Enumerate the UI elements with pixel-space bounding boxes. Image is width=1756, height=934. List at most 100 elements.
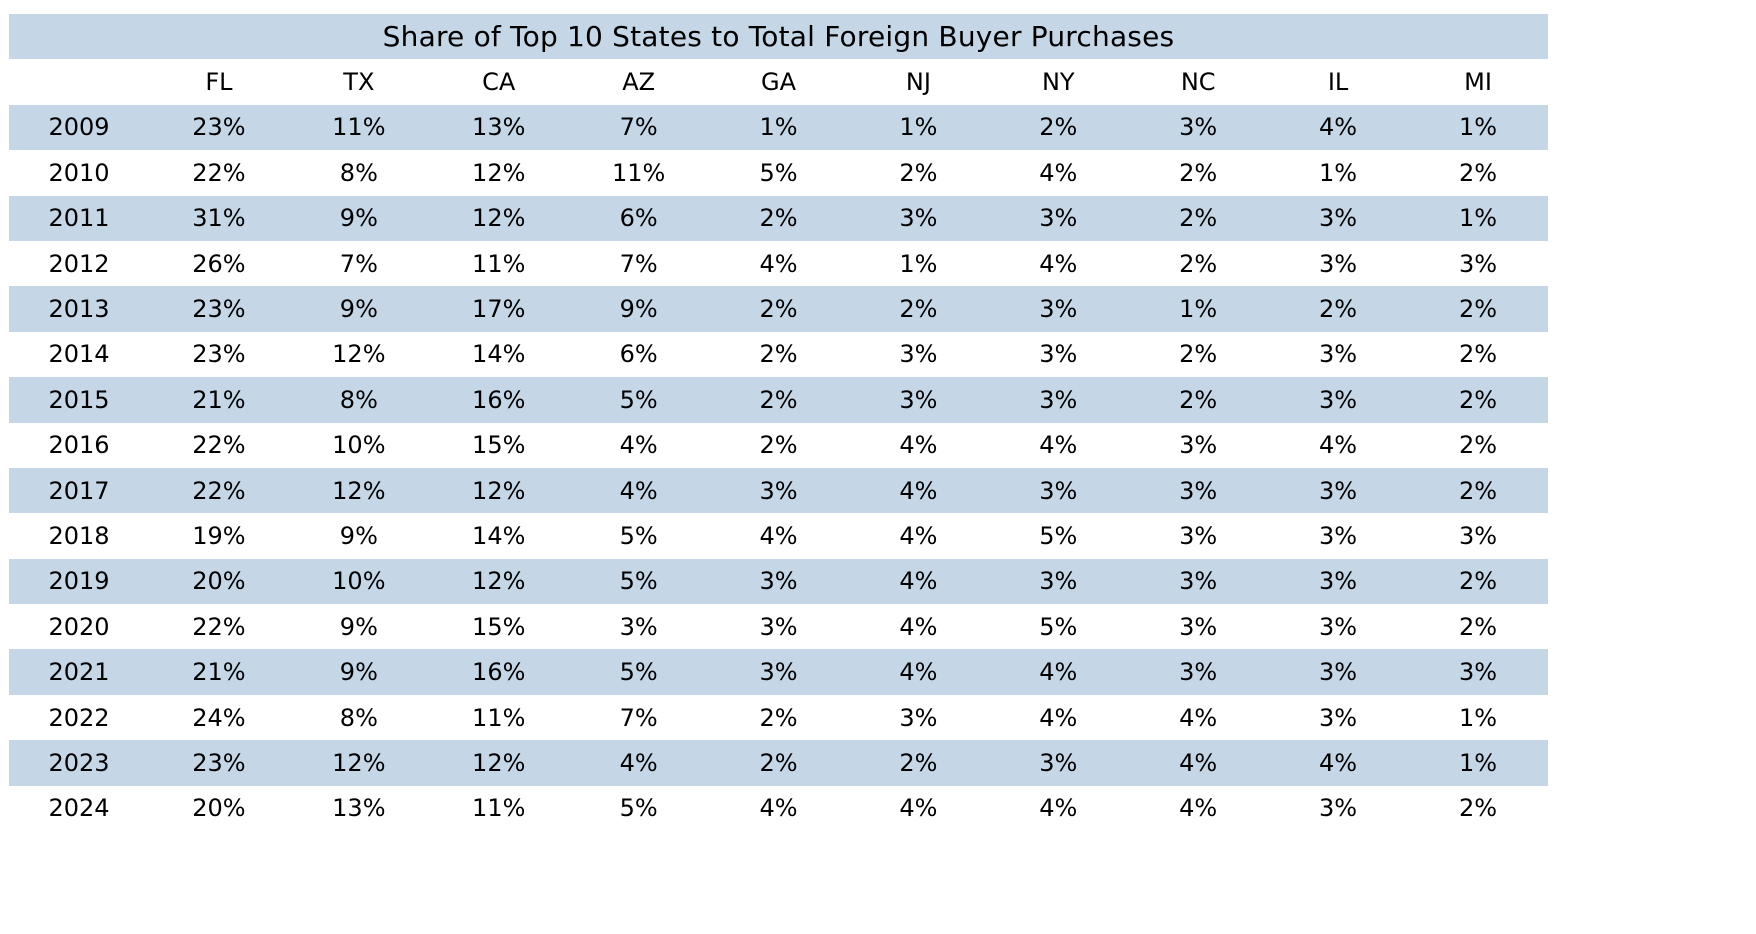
table-cell: 6% xyxy=(619,340,658,369)
table-cell: 4% xyxy=(568,740,709,786)
table-cell: 3% xyxy=(988,558,1129,605)
table-cell: 11% xyxy=(472,703,526,732)
table-cell: 2% xyxy=(1179,249,1218,278)
table-cell: 8% xyxy=(339,158,378,187)
table-cell: 13% xyxy=(332,794,386,823)
table-cell: 16% xyxy=(428,377,569,423)
table-cell: 2% xyxy=(708,286,849,332)
table-cell: 4% xyxy=(568,467,709,514)
table-cell: 8% xyxy=(339,703,378,732)
table-row: 2024 20% 13% 11% 5% 4% 4% 4% 4% 3% 2% xyxy=(9,786,1548,831)
table-cell: 22% xyxy=(149,467,289,514)
table-cell: 13% xyxy=(428,104,569,151)
table-cell: 2% xyxy=(899,158,938,187)
table-cell: 6% xyxy=(568,195,709,241)
table-cell: 2% xyxy=(1458,794,1498,823)
table-cell: 3% xyxy=(988,286,1129,332)
table-cell: 4% xyxy=(1039,703,1078,732)
table-cell: 9% xyxy=(288,195,429,241)
table-cell: 10% xyxy=(332,431,386,460)
table-cell: 2% xyxy=(759,703,798,732)
table-cell: 5% xyxy=(619,521,658,550)
table-cell: 23% xyxy=(149,740,289,786)
table-cell: 5% xyxy=(1039,521,1078,550)
table-cell: 9% xyxy=(339,612,378,641)
table-cell: 3% xyxy=(1128,467,1269,514)
column-header-mi: MI xyxy=(1464,68,1492,97)
table-cell: 4% xyxy=(759,794,798,823)
table-row: 2023 23% 12% 12% 4% 2% 2% 3% 4% 4% 1% xyxy=(9,740,1548,786)
table-cell: 2% xyxy=(708,377,849,423)
row-year-label: 2020 xyxy=(48,612,110,641)
table-cell: 3% xyxy=(1268,649,1409,695)
table-row: 2019 20% 10% 12% 5% 3% 4% 3% 3% 3% 2% xyxy=(9,558,1548,605)
table-cell: 2% xyxy=(1128,195,1269,241)
table-cell: 14% xyxy=(472,521,526,550)
table-cell: 4% xyxy=(619,431,658,460)
table-cell: 15% xyxy=(472,612,526,641)
table-cell: 3% xyxy=(1319,521,1358,550)
table-cell: 3% xyxy=(1179,431,1218,460)
table-cell: 3% xyxy=(988,740,1129,786)
table-cell: 3% xyxy=(899,703,938,732)
table-cell: 3% xyxy=(708,649,849,695)
table-cell: 10% xyxy=(288,558,429,605)
row-year-label: 2013 xyxy=(9,286,149,332)
row-year-label: 2022 xyxy=(48,703,110,732)
row-year-label: 2010 xyxy=(48,158,110,187)
table-cell: 3% xyxy=(1268,467,1409,514)
table-cell: 2% xyxy=(1408,286,1548,332)
table-cell: 3% xyxy=(1319,794,1358,823)
table-cell: 16% xyxy=(428,649,569,695)
table-cell: 20% xyxy=(192,794,246,823)
row-year-label: 2021 xyxy=(9,649,149,695)
table-cell: 2% xyxy=(1458,158,1498,187)
table-cell: 5% xyxy=(568,649,709,695)
table-row: 2011 31% 9% 12% 6% 2% 3% 3% 2% 3% 1% xyxy=(9,195,1548,241)
table-cell: 1% xyxy=(1458,703,1498,732)
table-cell: 21% xyxy=(149,377,289,423)
table-row: 2016 22% 10% 15% 4% 2% 4% 4% 3% 4% 2% xyxy=(9,423,1548,468)
table-cell: 3% xyxy=(848,377,989,423)
table-cell: 5% xyxy=(568,558,709,605)
table-row: 2009 23% 11% 13% 7% 1% 1% 2% 3% 4% 1% xyxy=(9,104,1548,151)
table-cell: 12% xyxy=(428,467,569,514)
table-cell: 3% xyxy=(1268,377,1409,423)
row-year-label: 2024 xyxy=(48,794,110,823)
table-cell: 12% xyxy=(332,340,386,369)
row-year-label: 2019 xyxy=(9,558,149,605)
table-cell: 12% xyxy=(428,740,569,786)
table-cell: 7% xyxy=(619,249,658,278)
table-cell: 4% xyxy=(848,558,989,605)
column-header-az: AZ xyxy=(622,68,656,97)
table-cell: 17% xyxy=(428,286,569,332)
row-year-label: 2023 xyxy=(9,740,149,786)
table-cell: 23% xyxy=(192,340,246,369)
column-header-row: FL TX CA AZ GA NJ NY NC IL MI xyxy=(9,59,1548,104)
table-cell: 3% xyxy=(759,612,798,641)
table-cell: 8% xyxy=(288,377,429,423)
table-cell: 2% xyxy=(988,104,1129,151)
table-cell: 11% xyxy=(288,104,429,151)
table-cell: 3% xyxy=(1268,195,1409,241)
table-cell: 22% xyxy=(192,612,246,641)
table-cell: 3% xyxy=(708,467,849,514)
table-cell: 12% xyxy=(428,195,569,241)
table-cell: 21% xyxy=(149,649,289,695)
row-year-label: 2014 xyxy=(48,340,110,369)
table-cell: 1% xyxy=(848,104,989,151)
column-header-nc: NC xyxy=(1180,68,1216,97)
table-cell: 1% xyxy=(1408,740,1548,786)
table-cell: 23% xyxy=(149,286,289,332)
table-cell: 4% xyxy=(899,612,938,641)
row-year-label: 2012 xyxy=(48,249,110,278)
table-row: 2015 21% 8% 16% 5% 2% 3% 3% 2% 3% 2% xyxy=(9,377,1548,423)
table-cell: 14% xyxy=(472,340,526,369)
row-year-label: 2017 xyxy=(9,467,149,514)
table-cell: 2% xyxy=(1408,558,1548,605)
table-row: 2014 23% 12% 14% 6% 2% 3% 3% 2% 3% 2% xyxy=(9,332,1548,377)
table-cell: 4% xyxy=(1319,431,1358,460)
table-cell: 4% xyxy=(1039,794,1078,823)
table-cell: 1% xyxy=(899,249,938,278)
row-year-label: 2016 xyxy=(48,431,110,460)
